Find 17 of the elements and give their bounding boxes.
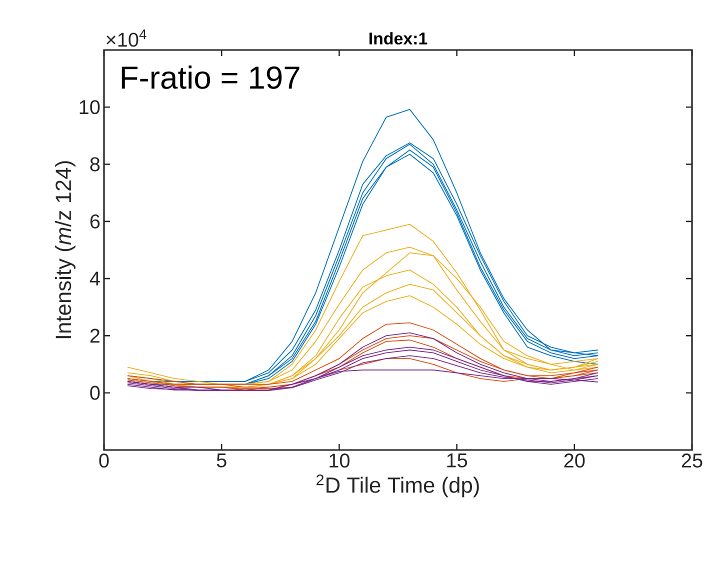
x-tick-label: 10 <box>330 454 350 468</box>
y-tick-label: 4 <box>90 272 100 286</box>
y-tick-label: 8 <box>90 157 100 172</box>
x-tick-label: 5 <box>216 454 226 468</box>
x-tick-label: 20 <box>564 454 585 468</box>
chart-title: Index:1 <box>369 32 428 45</box>
x-tick-label: 0 <box>99 454 109 468</box>
y-tick-label: 6 <box>90 214 100 228</box>
y-tick-label: 2 <box>90 328 100 343</box>
y-axis-title: Intensity (m/z 124) <box>55 161 76 338</box>
annotation: F-ratio = 197 <box>122 66 300 89</box>
x-tick-label: 15 <box>447 454 468 468</box>
y-tick-label: 0 <box>90 386 100 400</box>
x-tick-label: 25 <box>682 454 702 468</box>
y-tick-label: 10 <box>80 100 100 114</box>
text: ×10$^{4}$ <box>106 30 146 47</box>
x-axis-title: $^{2}$D Tile Time (dp) <box>316 474 479 498</box>
